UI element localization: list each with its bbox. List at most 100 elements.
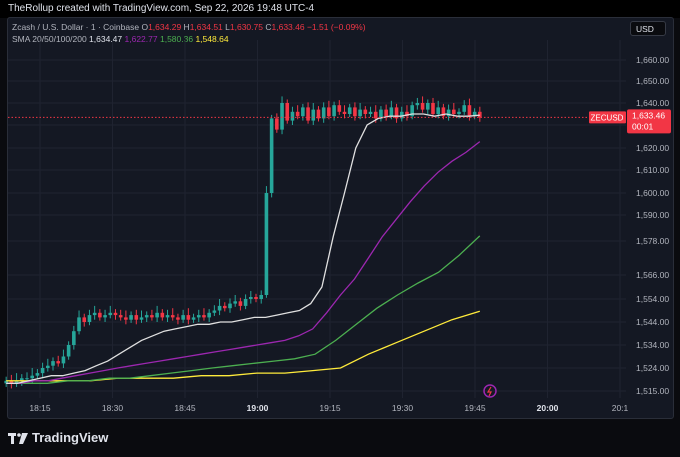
sma50-line [6,141,481,384]
y-tick-label: 1,660.00 [636,55,669,65]
candle-body [462,105,467,112]
y-tick-label: 1,554.00 [636,294,669,304]
sma100-line [6,235,481,384]
x-tick-label: 18:45 [174,403,196,413]
candle-body [290,111,295,121]
candle-body [124,317,128,320]
candle-body [311,109,316,121]
open-value: 1,634.29 [148,22,182,32]
candle-body [4,380,8,384]
candle-body [72,331,76,345]
candle-body [56,361,61,364]
candle-body [363,109,368,114]
candle-body [222,305,227,309]
candle-body [186,315,191,320]
candle-body [181,315,185,320]
candle-body [51,361,55,366]
candle-body [254,297,258,299]
candle-body [25,378,29,380]
candle-body [202,315,206,318]
candle-body [233,301,237,304]
x-tick-label: 20:1 [612,403,629,413]
candle-body [243,299,248,306]
low-label: L [225,22,230,32]
y-tick-label: 1,578.00 [636,236,669,246]
low-value: 1,630.75 [229,22,263,32]
candle-body [306,107,310,121]
y-tick-label: 1,640.00 [636,98,669,108]
candle-body [238,301,243,306]
candle-body [316,109,321,119]
candle-body [66,345,71,357]
close-value: 1,633.46 [271,22,305,32]
candle-body [134,315,139,320]
candle-body [295,111,300,117]
candle-body [379,109,383,119]
sma-label[interactable]: SMA 20/50/100/200 [12,34,87,44]
candle-body [108,312,113,316]
price-tag-symbol-bg [589,111,626,124]
candle-body [30,375,34,379]
currency-button[interactable]: USD [630,21,666,36]
candle-body [467,105,472,117]
close-label: C [265,22,272,32]
candle-body [405,111,409,117]
candle-body [144,315,149,318]
legend-ohlc: Zcash / U.S. Dollar · 1 · Coinbase O1,63… [12,22,366,32]
candle-body [415,103,420,106]
high-value: 1,634.51 [189,22,223,32]
lightning-icon [486,386,492,397]
candle-body [301,107,305,117]
candle-body [170,315,175,318]
symbol-title[interactable]: Zcash / U.S. Dollar · 1 · Coinbase [12,22,140,32]
candle-body [212,310,217,313]
candle-body [176,317,180,320]
candle-body [264,193,269,295]
credit-text: TheRollup created with TradingView.com, … [8,3,315,14]
candle-body [394,107,399,119]
candle-body [353,107,357,117]
high-label: H [183,22,190,32]
candle-body [420,103,425,110]
candle-body [14,380,19,384]
candle-body [410,105,414,117]
x-tick-label: 18:30 [102,403,124,413]
candle-body [452,109,456,114]
x-tick-label: 19:15 [319,403,341,413]
candle-body [118,315,123,318]
candle-body [332,105,336,117]
sma100-value: 1,580.36 [159,34,194,44]
candle-body [384,109,388,117]
candle-body [431,103,435,114]
y-tick-label: 1,600.00 [636,188,669,198]
candle-body [150,315,154,318]
candle-body [358,109,362,117]
candle-body [92,312,97,316]
candle-body [40,368,45,374]
candle-body [9,380,14,384]
y-tick-label: 1,524.00 [636,363,669,373]
candle-body [191,317,196,320]
sma200-value: 1,548.64 [195,34,229,44]
price-tag-bg [627,109,671,134]
y-tick-label: 1,534.00 [636,340,669,350]
tradingview-logo-icon [8,432,28,444]
candle-body [165,315,170,318]
candle-body [77,317,81,332]
candle-body [399,111,404,119]
candle-body [98,312,102,318]
candle-body [342,111,347,114]
sma50-value: 1,622.77 [124,34,158,44]
candle-body [61,356,66,364]
candle-body [217,305,222,311]
credit-bar: TheRollup created with TradingView.com, … [0,0,680,18]
y-tick-label: 1,544.00 [636,317,669,327]
footer-brand: TradingView [32,430,109,445]
open-label: O [141,22,149,32]
candle-body [472,111,477,117]
candle-body [478,111,482,118]
candle-body [285,103,290,121]
candle-body [155,312,159,318]
event-icon [483,384,497,398]
